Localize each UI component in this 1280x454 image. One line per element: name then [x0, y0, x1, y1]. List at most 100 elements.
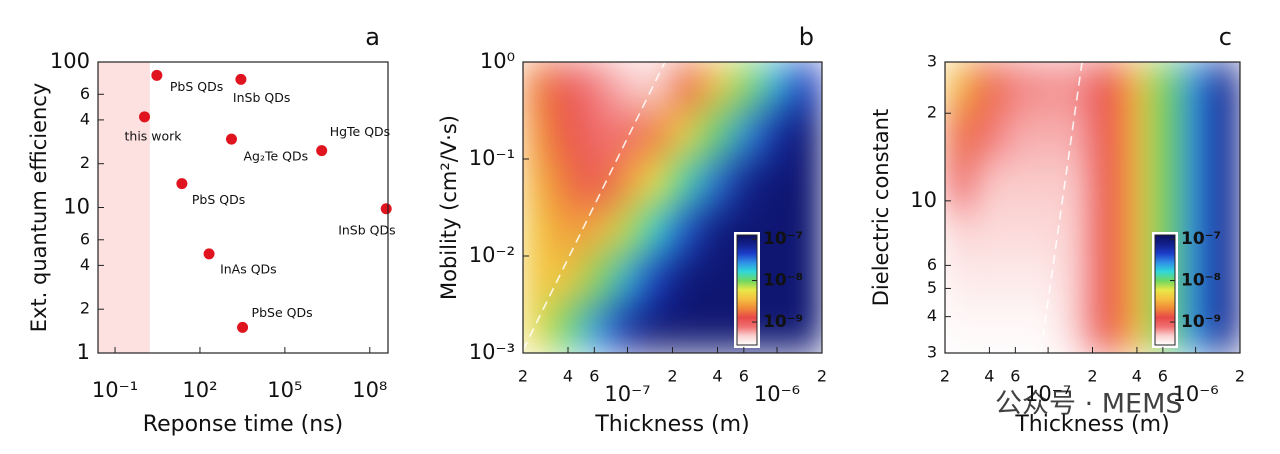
heatmap-cell: [701, 158, 733, 208]
heatmap-cell: [791, 255, 822, 305]
heatmap-cell: [1180, 304, 1212, 353]
y-tick-label: 5: [927, 278, 937, 297]
watermark: 公众号 · MEMS: [995, 389, 1183, 420]
colorbar-tick-label: 10⁻⁷: [1181, 229, 1221, 249]
colorbar-tick-label: 10⁻⁸: [1181, 271, 1221, 291]
heatmap-cell: [1210, 62, 1240, 111]
colorbar: [1154, 234, 1176, 346]
heatmap-cell: [973, 304, 1005, 353]
heatmap-cell: [552, 303, 584, 353]
heatmap-cell: [672, 206, 703, 257]
x-tick-label: 2: [817, 367, 827, 386]
x-tick-label: 10⁻⁷: [1025, 382, 1071, 406]
heatmap-cell: [791, 206, 822, 257]
heatmap-cell: [945, 158, 975, 208]
heatmap-cell: [523, 158, 554, 208]
heatmap-cell: [731, 109, 763, 160]
y-tick-label: 6: [80, 229, 90, 248]
heatmap-cell: [1210, 255, 1240, 306]
heatmap-cell: [672, 62, 703, 111]
heatmap-cell: [1121, 109, 1152, 160]
heatmap-cell: [701, 62, 733, 111]
heatmap: [523, 62, 822, 353]
point-label: InSb QDs: [338, 222, 395, 237]
point-label: InSb QDs: [233, 90, 290, 105]
y-tick-label: 10⁻²: [469, 243, 515, 267]
data-point: [203, 248, 215, 260]
heatmap-cell: [791, 109, 822, 160]
x-axis-label: Reponse time (ns): [143, 412, 343, 437]
panel-label: a: [365, 23, 380, 51]
y-axis-label: Dielectric constant: [869, 109, 893, 306]
heatmap-cell: [761, 303, 793, 353]
data-point: [139, 111, 151, 123]
heatmap-cell: [1062, 158, 1093, 208]
heatmap-cell: [1062, 109, 1093, 160]
point-label: PbSe QDs: [252, 305, 313, 320]
heatmap-cell: [1003, 206, 1034, 257]
heatmap-cell: [1092, 206, 1123, 257]
point-label: Ag₂Te QDs: [243, 149, 308, 164]
point-label: PbS QDs: [170, 79, 223, 94]
heatmap-cell: [642, 62, 673, 111]
heatmap-cell: [1032, 62, 1064, 111]
heatmap-cell: [552, 109, 584, 160]
x-tick-label: 2: [518, 367, 528, 386]
heatmap-cell: [761, 62, 793, 111]
heatmap-cell: [1092, 255, 1123, 306]
heatmap-cell: [945, 206, 975, 257]
heatmap-cell: [1062, 206, 1093, 257]
heatmap-cell: [761, 206, 793, 257]
heatmap-cell: [1062, 304, 1093, 353]
heatmap: [945, 62, 1240, 353]
heatmap-cell: [731, 62, 763, 111]
x-tick-label: 6: [739, 367, 749, 386]
heatmap-cell: [1062, 255, 1093, 306]
heatmap-cell: [761, 109, 793, 160]
heatmap-cell: [701, 109, 733, 160]
x-tick-label: 2: [667, 367, 677, 386]
point-label: this work: [125, 128, 183, 143]
data-point: [316, 145, 328, 157]
colorbar-tick-label: 10⁻⁹: [763, 312, 803, 332]
x-tick-label: 4: [984, 367, 994, 386]
heatmap-cell: [1003, 304, 1034, 353]
heatmap-cell: [642, 109, 673, 160]
point-label: HgTe QDs: [330, 124, 391, 139]
heatmap-cell: [1032, 255, 1064, 306]
heatmap-cell: [701, 303, 733, 353]
x-tick-label: 6: [1158, 367, 1168, 386]
heatmap-cell: [973, 206, 1005, 257]
heatmap-cell: [1180, 62, 1212, 111]
panel-label: c: [1219, 23, 1232, 51]
guide-line: [1039, 62, 1083, 353]
heatmap-cell: [582, 109, 613, 160]
heatmap-cell: [611, 303, 644, 353]
heatmap-cell: [1003, 255, 1034, 306]
data-point: [176, 178, 188, 190]
heatmap-cell: [611, 255, 644, 305]
y-tick-label: 1: [77, 340, 90, 364]
heatmap-cell: [1092, 304, 1123, 353]
y-tick-label: 10: [910, 188, 937, 212]
x-tick-label: 2: [1087, 367, 1097, 386]
x-tick-label: 2: [1235, 367, 1245, 386]
heatmap-cell: [523, 109, 554, 160]
heatmap-cell: [523, 303, 554, 353]
heatmap-cell: [1121, 62, 1152, 111]
heatmap-cell: [761, 255, 793, 305]
x-tick-label: 10²: [182, 378, 217, 402]
heatmap-cell: [642, 303, 673, 353]
heatmap-cell: [761, 158, 793, 208]
heatmap-cell: [731, 158, 763, 208]
y-tick-label: 10⁰: [480, 49, 515, 73]
heatmap-cell: [1003, 109, 1034, 160]
heatmap-cell: [1003, 158, 1034, 208]
y-tick-label: 3: [927, 343, 937, 362]
heatmap-cell: [1121, 158, 1152, 208]
heatmap-cell: [1150, 62, 1182, 111]
guide-line: [523, 62, 666, 351]
heatmap-cell: [1210, 109, 1240, 160]
x-tick-label: 4: [712, 367, 722, 386]
